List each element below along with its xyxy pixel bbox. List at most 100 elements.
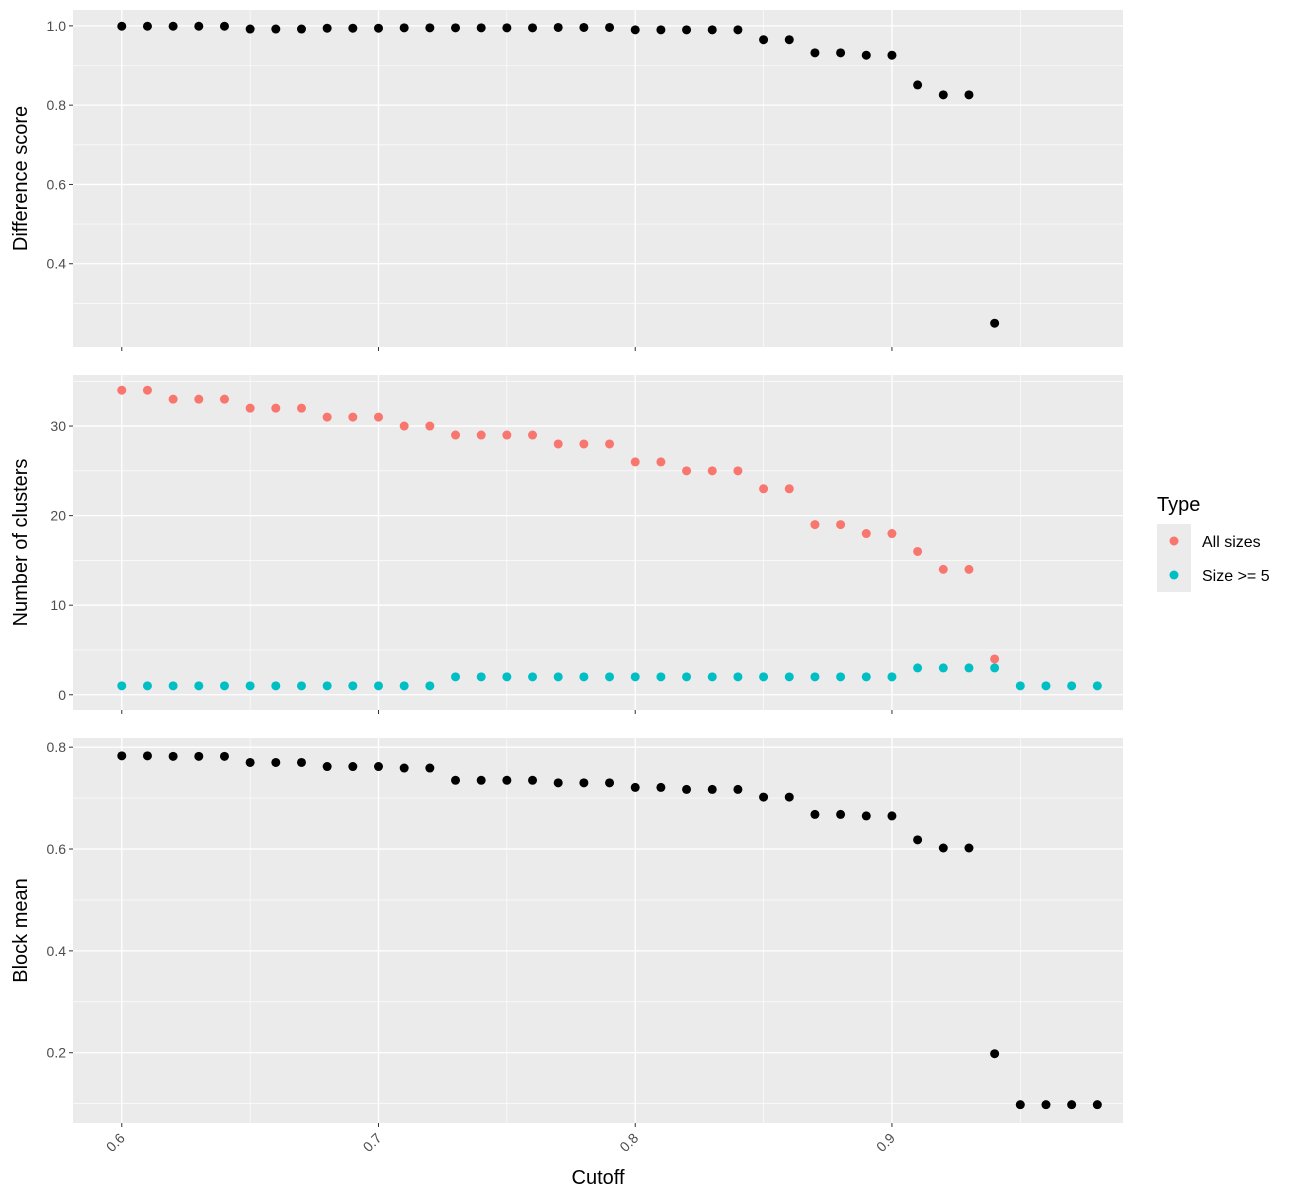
data-point bbox=[656, 25, 666, 35]
data-point bbox=[219, 681, 229, 691]
data-point bbox=[348, 23, 358, 33]
y-tick-label: 0.8 bbox=[47, 97, 67, 113]
data-point bbox=[964, 663, 974, 673]
data-point bbox=[528, 430, 538, 440]
data-point bbox=[682, 25, 692, 35]
data-point bbox=[913, 663, 923, 673]
data-point bbox=[399, 763, 409, 773]
data-point bbox=[990, 663, 1000, 673]
data-point bbox=[784, 792, 794, 802]
data-point bbox=[707, 784, 717, 794]
data-point bbox=[887, 50, 897, 60]
data-point bbox=[245, 757, 255, 767]
data-point bbox=[476, 430, 486, 440]
data-point bbox=[194, 394, 204, 404]
x-tick-label: 0.9 bbox=[873, 1130, 898, 1155]
data-point bbox=[605, 439, 615, 449]
data-point bbox=[630, 457, 640, 467]
data-point bbox=[528, 23, 538, 33]
data-point bbox=[964, 843, 974, 853]
data-point bbox=[733, 672, 743, 682]
data-point bbox=[861, 672, 871, 682]
data-point bbox=[322, 412, 332, 422]
data-point bbox=[476, 775, 486, 785]
data-point bbox=[682, 466, 692, 476]
data-point bbox=[656, 672, 666, 682]
y-axis-title: Number of clusters bbox=[10, 459, 32, 627]
y-tick-label: 0.6 bbox=[47, 841, 67, 857]
series-size-5 bbox=[117, 663, 1102, 691]
data-point bbox=[913, 546, 923, 556]
data-point bbox=[759, 792, 769, 802]
data-point bbox=[451, 430, 461, 440]
data-point bbox=[938, 564, 948, 574]
data-point bbox=[887, 529, 897, 539]
data-point bbox=[194, 681, 204, 691]
y-tick-label: 0.6 bbox=[47, 176, 67, 192]
data-point bbox=[605, 672, 615, 682]
panels-layer: 0.4 0.6 0.8 1.0 Difference score 0 10 20 30 Numbe… bbox=[10, 10, 1123, 1155]
data-point bbox=[964, 90, 974, 100]
y-tick-label: 20 bbox=[50, 508, 66, 524]
y-tick-label: 30 bbox=[50, 418, 66, 434]
data-point bbox=[168, 21, 178, 31]
data-point bbox=[374, 412, 384, 422]
data-point bbox=[656, 457, 666, 467]
data-point bbox=[502, 23, 512, 33]
data-point bbox=[348, 412, 358, 422]
data-point bbox=[219, 394, 229, 404]
data-point bbox=[271, 681, 281, 691]
data-point bbox=[245, 403, 255, 413]
data-point bbox=[117, 21, 127, 31]
data-point bbox=[374, 23, 384, 33]
data-point bbox=[502, 775, 512, 785]
data-point bbox=[374, 681, 384, 691]
data-point bbox=[476, 672, 486, 682]
data-point bbox=[1015, 681, 1025, 691]
data-point bbox=[682, 672, 692, 682]
data-point bbox=[502, 430, 512, 440]
data-point bbox=[1041, 1100, 1051, 1110]
data-point bbox=[1041, 681, 1051, 691]
data-point bbox=[990, 318, 1000, 328]
data-point bbox=[271, 403, 281, 413]
data-point bbox=[117, 751, 127, 761]
data-point bbox=[1092, 1100, 1102, 1110]
data-point bbox=[861, 811, 871, 821]
data-point bbox=[271, 24, 281, 34]
data-point bbox=[836, 672, 846, 682]
data-point bbox=[502, 672, 512, 682]
data-point bbox=[861, 529, 871, 539]
data-point bbox=[553, 22, 563, 32]
data-point bbox=[964, 564, 974, 574]
data-point bbox=[168, 681, 178, 691]
data-point bbox=[887, 811, 897, 821]
data-point bbox=[836, 520, 846, 530]
x-tick-label: 0.7 bbox=[360, 1130, 385, 1155]
data-point bbox=[322, 681, 332, 691]
data-point bbox=[810, 672, 820, 682]
data-point bbox=[553, 439, 563, 449]
data-point bbox=[296, 681, 306, 691]
data-point bbox=[194, 21, 204, 31]
data-point bbox=[142, 385, 152, 395]
data-point bbox=[913, 835, 923, 845]
data-point bbox=[630, 25, 640, 35]
panel-background bbox=[73, 10, 1123, 347]
data-point bbox=[759, 484, 769, 494]
legend-title: Type bbox=[1157, 494, 1200, 516]
data-point bbox=[296, 757, 306, 767]
data-point bbox=[810, 809, 820, 819]
data-point bbox=[810, 48, 820, 58]
data-point bbox=[784, 672, 794, 682]
data-point bbox=[810, 520, 820, 530]
data-point bbox=[374, 762, 384, 772]
data-point bbox=[579, 439, 589, 449]
data-point bbox=[707, 25, 717, 35]
panel-3: 0.2 0.4 0.6 0.8 Block mean bbox=[10, 738, 1123, 1127]
data-point bbox=[271, 757, 281, 767]
y-tick-label: 1.0 bbox=[47, 18, 67, 34]
panel-background bbox=[73, 375, 1123, 710]
data-point bbox=[887, 672, 897, 682]
